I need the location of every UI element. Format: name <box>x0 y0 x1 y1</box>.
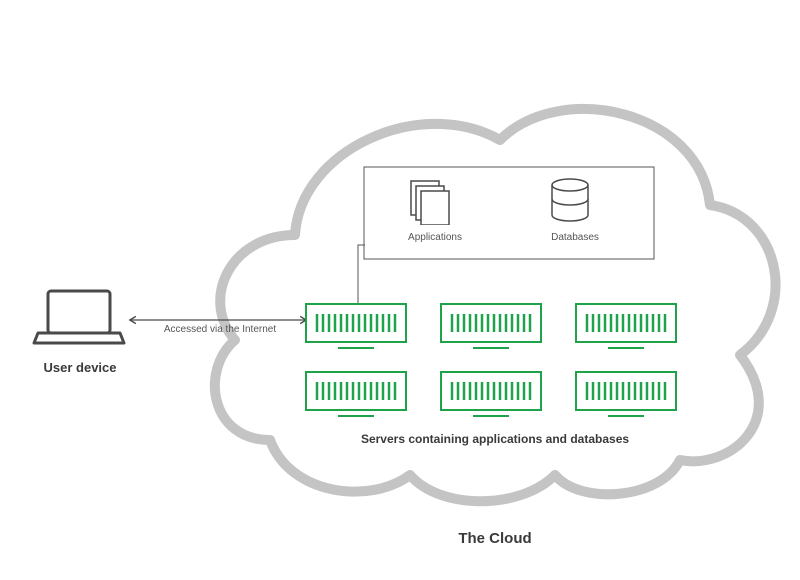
server-icon <box>437 300 547 352</box>
user-device-label: User device <box>30 360 130 375</box>
laptop-icon <box>30 285 130 355</box>
server-icon <box>572 368 682 420</box>
server-icon <box>302 300 412 352</box>
the-cloud-label: The Cloud <box>430 530 560 547</box>
applications-icon <box>405 175 455 225</box>
server-icon <box>302 368 412 420</box>
server-icon <box>437 368 547 420</box>
databases-label: Databases <box>535 232 615 243</box>
server-icon <box>572 300 682 352</box>
diagram-canvas: User device Accessed via the Internet Ap… <box>0 0 800 580</box>
accessed-via-label: Accessed via the Internet <box>145 324 295 335</box>
servers-caption: Servers containing applications and data… <box>300 432 690 446</box>
connector-line <box>340 225 440 305</box>
databases-icon <box>545 175 595 225</box>
